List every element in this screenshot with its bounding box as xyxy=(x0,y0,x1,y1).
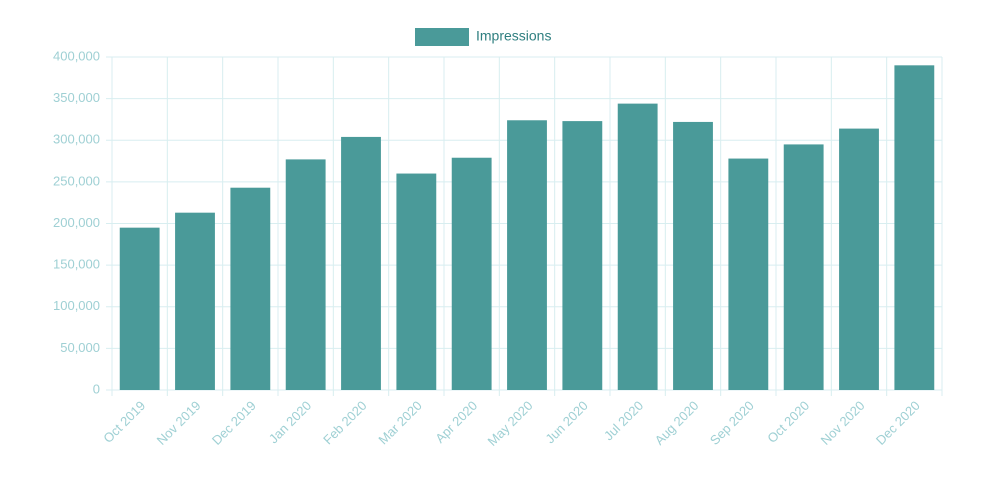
bar xyxy=(839,128,879,390)
bar xyxy=(617,103,658,391)
y-tick-label: 50,000 xyxy=(60,340,100,355)
x-tick-label: Jun 2020 xyxy=(542,398,590,446)
bar xyxy=(341,136,381,390)
bar xyxy=(285,159,326,390)
x-tick-label: Sep 2020 xyxy=(707,398,757,448)
bar xyxy=(230,187,271,390)
bar xyxy=(451,157,492,390)
y-tick-label: 200,000 xyxy=(53,215,100,230)
x-tick-label: Oct 2020 xyxy=(764,398,812,446)
y-tick-label: 300,000 xyxy=(53,132,100,147)
bar xyxy=(175,212,215,390)
legend-swatch[interactable] xyxy=(415,28,469,46)
x-tick-label: Dec 2019 xyxy=(209,398,259,448)
x-tick-label: Aug 2020 xyxy=(652,398,702,448)
x-tick-label: Dec 2020 xyxy=(873,398,923,448)
x-tick-label: Mar 2020 xyxy=(375,398,424,447)
x-tick-label: Jan 2020 xyxy=(266,398,314,446)
bar xyxy=(119,227,160,390)
y-tick-label: 100,000 xyxy=(53,298,100,313)
y-tick-label: 0 xyxy=(93,381,100,396)
bar xyxy=(728,158,769,390)
x-tick-label: Nov 2020 xyxy=(818,398,868,448)
bar xyxy=(673,121,713,390)
x-tick-label: Apr 2020 xyxy=(432,398,480,446)
y-tick-label: 350,000 xyxy=(53,90,100,105)
x-tick-label: Feb 2020 xyxy=(320,398,369,447)
bar xyxy=(783,144,824,390)
x-tick-label: May 2020 xyxy=(485,398,536,449)
x-tick-label: Nov 2019 xyxy=(154,398,204,448)
bar xyxy=(507,120,547,391)
legend-text[interactable]: Impressions xyxy=(476,28,551,44)
bar xyxy=(396,173,437,390)
x-tick-label: Jul 2020 xyxy=(601,398,646,443)
bar xyxy=(894,65,935,390)
bar xyxy=(562,121,603,390)
y-tick-label: 250,000 xyxy=(53,173,100,188)
y-tick-label: 400,000 xyxy=(53,48,100,63)
y-tick-label: 150,000 xyxy=(53,257,100,272)
x-tick-label: Oct 2019 xyxy=(100,398,148,446)
